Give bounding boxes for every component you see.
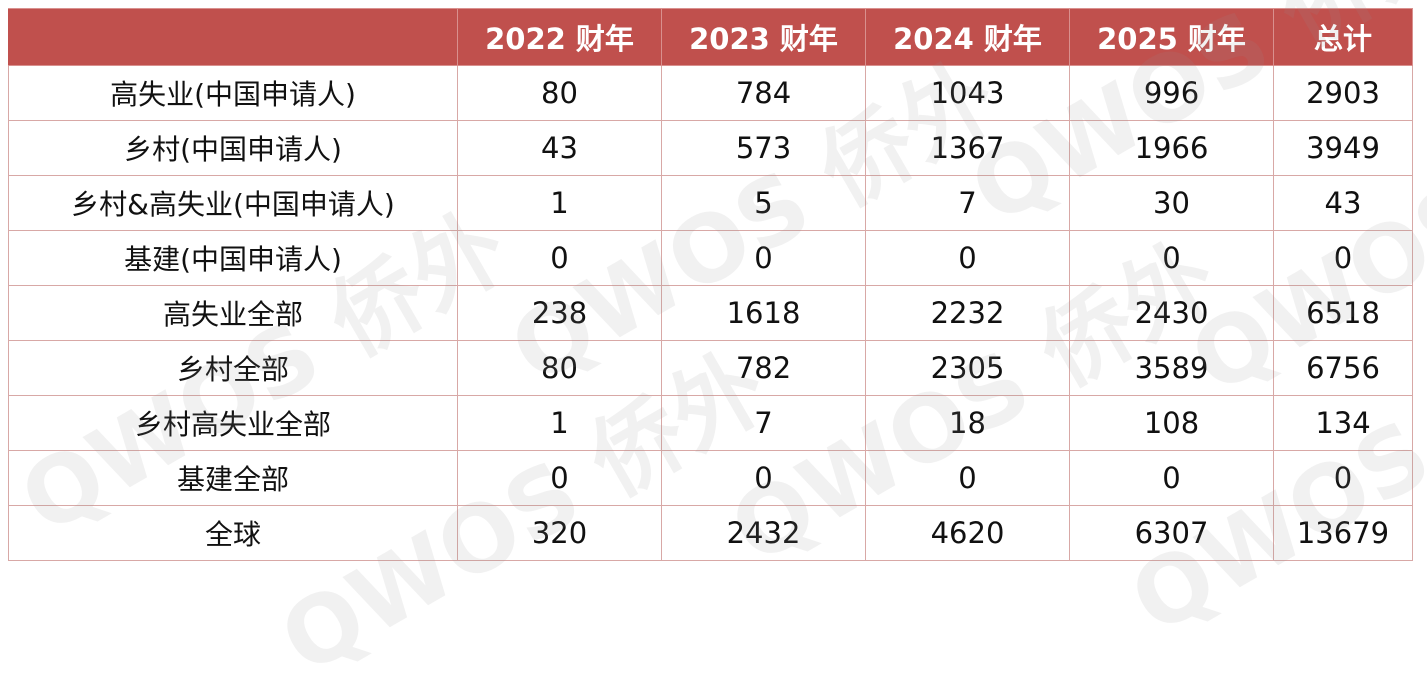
table-cell: 2432 bbox=[661, 505, 866, 561]
table-cell: 1 bbox=[457, 175, 662, 231]
table-row: 乡村(中国申请人) 43 573 1367 1966 3949 bbox=[8, 120, 1413, 176]
row-label: 高失业全部 bbox=[8, 285, 458, 341]
table-cell: 1966 bbox=[1069, 120, 1274, 176]
table-cell: 0 bbox=[457, 450, 662, 506]
table-cell: 0 bbox=[1273, 230, 1413, 286]
table-cell: 0 bbox=[661, 450, 866, 506]
table-cell: 134 bbox=[1273, 395, 1413, 451]
header-cell-fy2022: 2022 财年 bbox=[457, 8, 662, 66]
table-cell: 2305 bbox=[865, 340, 1070, 396]
table-cell: 13679 bbox=[1273, 505, 1413, 561]
table-cell: 18 bbox=[865, 395, 1070, 451]
table-cell: 1618 bbox=[661, 285, 866, 341]
table-cell: 0 bbox=[1273, 450, 1413, 506]
table-cell: 3589 bbox=[1069, 340, 1274, 396]
table-cell: 784 bbox=[661, 65, 866, 121]
header-cell-fy2023: 2023 财年 bbox=[661, 8, 866, 66]
table-cell: 43 bbox=[457, 120, 662, 176]
table-cell: 1 bbox=[457, 395, 662, 451]
table-cell: 1367 bbox=[865, 120, 1070, 176]
table-cell: 782 bbox=[661, 340, 866, 396]
row-label: 乡村(中国申请人) bbox=[8, 120, 458, 176]
header-row: 2022 财年 2023 财年 2024 财年 2025 财年 总计 bbox=[8, 8, 1413, 66]
table-cell: 0 bbox=[457, 230, 662, 286]
table-cell: 6307 bbox=[1069, 505, 1274, 561]
table-cell: 2232 bbox=[865, 285, 1070, 341]
table-row: 全球 320 2432 4620 6307 13679 bbox=[8, 505, 1413, 561]
table-row: 高失业全部 238 1618 2232 2430 6518 bbox=[8, 285, 1413, 341]
table-cell: 3949 bbox=[1273, 120, 1413, 176]
table-cell: 573 bbox=[661, 120, 866, 176]
table-cell: 80 bbox=[457, 340, 662, 396]
header-cell-fy2024: 2024 财年 bbox=[865, 8, 1070, 66]
table-cell: 4620 bbox=[865, 505, 1070, 561]
header-cell-total: 总计 bbox=[1273, 8, 1413, 66]
table-row: 高失业(中国申请人) 80 784 1043 996 2903 bbox=[8, 65, 1413, 121]
row-label: 乡村全部 bbox=[8, 340, 458, 396]
table-cell: 1043 bbox=[865, 65, 1070, 121]
visa-statistics-table: 2022 财年 2023 财年 2024 财年 2025 财年 总计 高失业(中… bbox=[8, 8, 1413, 561]
table-cell: 80 bbox=[457, 65, 662, 121]
table-cell: 0 bbox=[1069, 450, 1274, 506]
row-label: 基建(中国申请人) bbox=[8, 230, 458, 286]
table-row: 基建全部 0 0 0 0 0 bbox=[8, 450, 1413, 506]
table-cell: 108 bbox=[1069, 395, 1274, 451]
table-cell: 996 bbox=[1069, 65, 1274, 121]
row-label: 高失业(中国申请人) bbox=[8, 65, 458, 121]
table-cell: 7 bbox=[865, 175, 1070, 231]
header-cell-fy2025: 2025 财年 bbox=[1069, 8, 1274, 66]
table-cell: 30 bbox=[1069, 175, 1274, 231]
row-label: 乡村高失业全部 bbox=[8, 395, 458, 451]
table-row: 乡村全部 80 782 2305 3589 6756 bbox=[8, 340, 1413, 396]
table-cell: 43 bbox=[1273, 175, 1413, 231]
table-cell: 0 bbox=[865, 230, 1070, 286]
table-cell: 238 bbox=[457, 285, 662, 341]
table-cell: 2430 bbox=[1069, 285, 1274, 341]
table-cell: 2903 bbox=[1273, 65, 1413, 121]
data-table-container: 2022 财年 2023 财年 2024 财年 2025 财年 总计 高失业(中… bbox=[8, 8, 1413, 561]
table-cell: 7 bbox=[661, 395, 866, 451]
table-row: 基建(中国申请人) 0 0 0 0 0 bbox=[8, 230, 1413, 286]
table-row: 乡村高失业全部 1 7 18 108 134 bbox=[8, 395, 1413, 451]
row-label: 全球 bbox=[8, 505, 458, 561]
table-row: 乡村&高失业(中国申请人) 1 5 7 30 43 bbox=[8, 175, 1413, 231]
header-cell-category bbox=[8, 8, 458, 66]
table-cell: 0 bbox=[661, 230, 866, 286]
table-cell: 6756 bbox=[1273, 340, 1413, 396]
table-cell: 6518 bbox=[1273, 285, 1413, 341]
row-label: 基建全部 bbox=[8, 450, 458, 506]
table-cell: 320 bbox=[457, 505, 662, 561]
table-cell: 0 bbox=[865, 450, 1070, 506]
table-cell: 0 bbox=[1069, 230, 1274, 286]
table-cell: 5 bbox=[661, 175, 866, 231]
row-label: 乡村&高失业(中国申请人) bbox=[8, 175, 458, 231]
